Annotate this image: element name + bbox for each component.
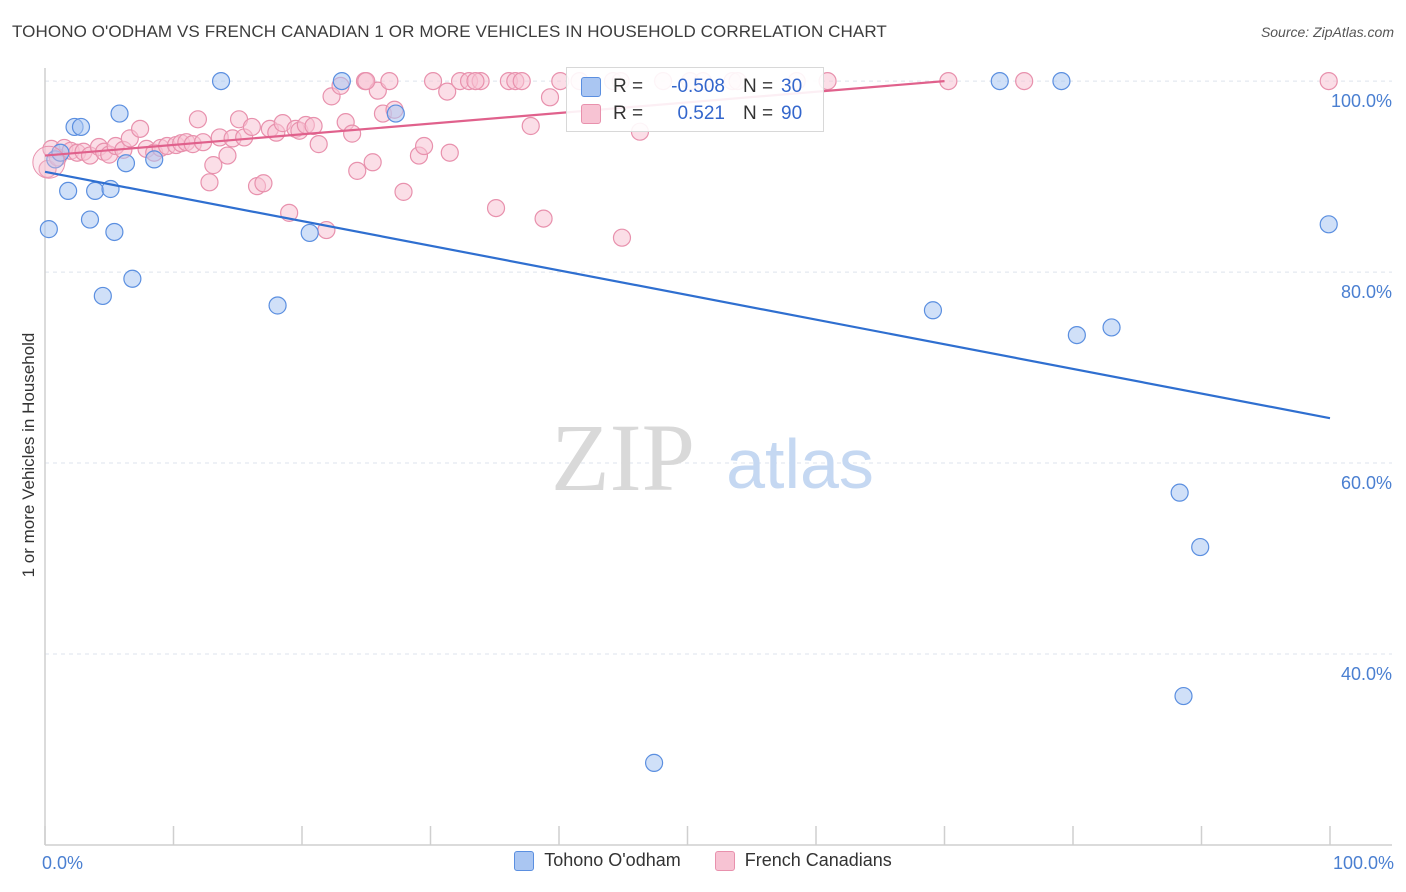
n-value: 30: [781, 76, 803, 97]
stats-row-tohono: R = -0.508 N = 30: [581, 74, 802, 100]
r-label: R =: [613, 76, 644, 97]
r-label: R =: [613, 103, 644, 124]
point-french: [254, 174, 273, 193]
n-label: N =: [743, 76, 774, 97]
point-tohono: [1174, 686, 1193, 706]
point-tohono: [123, 269, 142, 288]
point-french: [466, 71, 485, 91]
y-tick-label: 40.0%: [1341, 664, 1392, 684]
x-tick-label-min: 0.0%: [42, 853, 83, 873]
point-french: [309, 135, 328, 154]
legend-label: Tohono O'odham: [544, 850, 681, 870]
point-french: [1319, 71, 1338, 91]
point-french: [512, 71, 531, 91]
point-tohono: [105, 222, 124, 242]
point-french: [218, 146, 237, 165]
point-tohono: [1052, 71, 1071, 91]
stats-row-french: R = 0.521 N = 90: [581, 101, 802, 127]
r-value: -0.508: [671, 76, 725, 97]
point-french: [204, 156, 223, 175]
stats-legend: R = -0.508 N = 30 R = 0.521 N = 90: [566, 67, 824, 132]
point-french: [200, 173, 219, 192]
point-french: [363, 153, 382, 172]
legend-swatch-blue: [514, 850, 535, 871]
point-tohono: [300, 223, 319, 243]
point-tohono: [386, 104, 405, 123]
point-french: [423, 71, 443, 91]
point-tohono: [211, 71, 231, 91]
y-tick-label: 60.0%: [1341, 473, 1392, 493]
point-tohono: [923, 301, 943, 320]
point-french: [188, 110, 208, 129]
point-tohono: [116, 154, 136, 173]
legend-item-french[interactable]: French Canadians: [714, 850, 892, 871]
point-tohono: [990, 71, 1009, 91]
point-tohono: [80, 210, 100, 229]
point-french: [343, 124, 362, 143]
x-tick-label-max: 100.0%: [1333, 853, 1394, 873]
point-french: [438, 82, 457, 101]
n-label: N =: [743, 103, 774, 124]
point-french: [357, 71, 376, 91]
chart-title: TOHONO O'ODHAM VS FRENCH CANADIAN 1 OR M…: [12, 22, 887, 41]
point-french: [348, 161, 367, 180]
point-tohono: [644, 753, 664, 772]
point-french: [130, 119, 150, 138]
watermark-atlas: atlas: [726, 425, 874, 503]
point-french: [440, 143, 459, 162]
point-french: [534, 209, 553, 228]
point-french: [521, 116, 540, 136]
point-tohono: [332, 71, 351, 91]
point-tohono: [71, 117, 91, 137]
point-tohono: [1191, 537, 1210, 557]
stats-swatch-pink: [581, 104, 601, 124]
point-tohono: [1319, 215, 1338, 234]
trendline-tohono: [44, 170, 1331, 420]
point-tohono: [1170, 483, 1189, 502]
point-french: [1015, 71, 1034, 91]
point-french: [414, 136, 434, 156]
axes-layer: [44, 68, 1392, 846]
point-tohono: [59, 181, 78, 201]
point-tohono: [1067, 325, 1086, 345]
point-tohono: [86, 181, 105, 201]
series-legend: Tohono O'odham French Canadians: [0, 850, 1406, 871]
point-french: [394, 182, 413, 201]
point-french: [380, 71, 399, 91]
point-french: [612, 228, 632, 247]
point-french: [304, 116, 323, 136]
y-tick-label: 100.0%: [1331, 91, 1392, 111]
point-tohono: [110, 104, 129, 123]
r-value: 0.521: [677, 103, 725, 124]
legend-swatch-pink: [714, 850, 735, 871]
point-french: [540, 88, 560, 107]
point-tohono: [39, 220, 58, 239]
labels-layer: 100.0% 80.0% 60.0% 40.0% 0.0% 100.0% 1 or more…: [19, 91, 1394, 873]
point-tohono: [93, 286, 112, 306]
point-french: [486, 198, 506, 218]
source-label: Source: ZipAtlas.com: [1260, 24, 1394, 40]
y-tick-label: 80.0%: [1341, 282, 1392, 302]
point-tohono: [268, 296, 287, 315]
point-french: [242, 117, 261, 137]
n-value: 90: [781, 103, 803, 124]
point-tohono: [145, 150, 164, 169]
watermark-zip: ZIP: [551, 404, 695, 511]
point-tohono: [1102, 318, 1121, 337]
y-axis-label: 1 or more Vehicles in Household: [19, 333, 38, 578]
legend-label: French Canadians: [744, 850, 892, 870]
stats-swatch-blue: [581, 77, 601, 97]
legend-item-tohono[interactable]: Tohono O'odham: [514, 850, 681, 871]
grid-layer: [45, 80, 1392, 655]
